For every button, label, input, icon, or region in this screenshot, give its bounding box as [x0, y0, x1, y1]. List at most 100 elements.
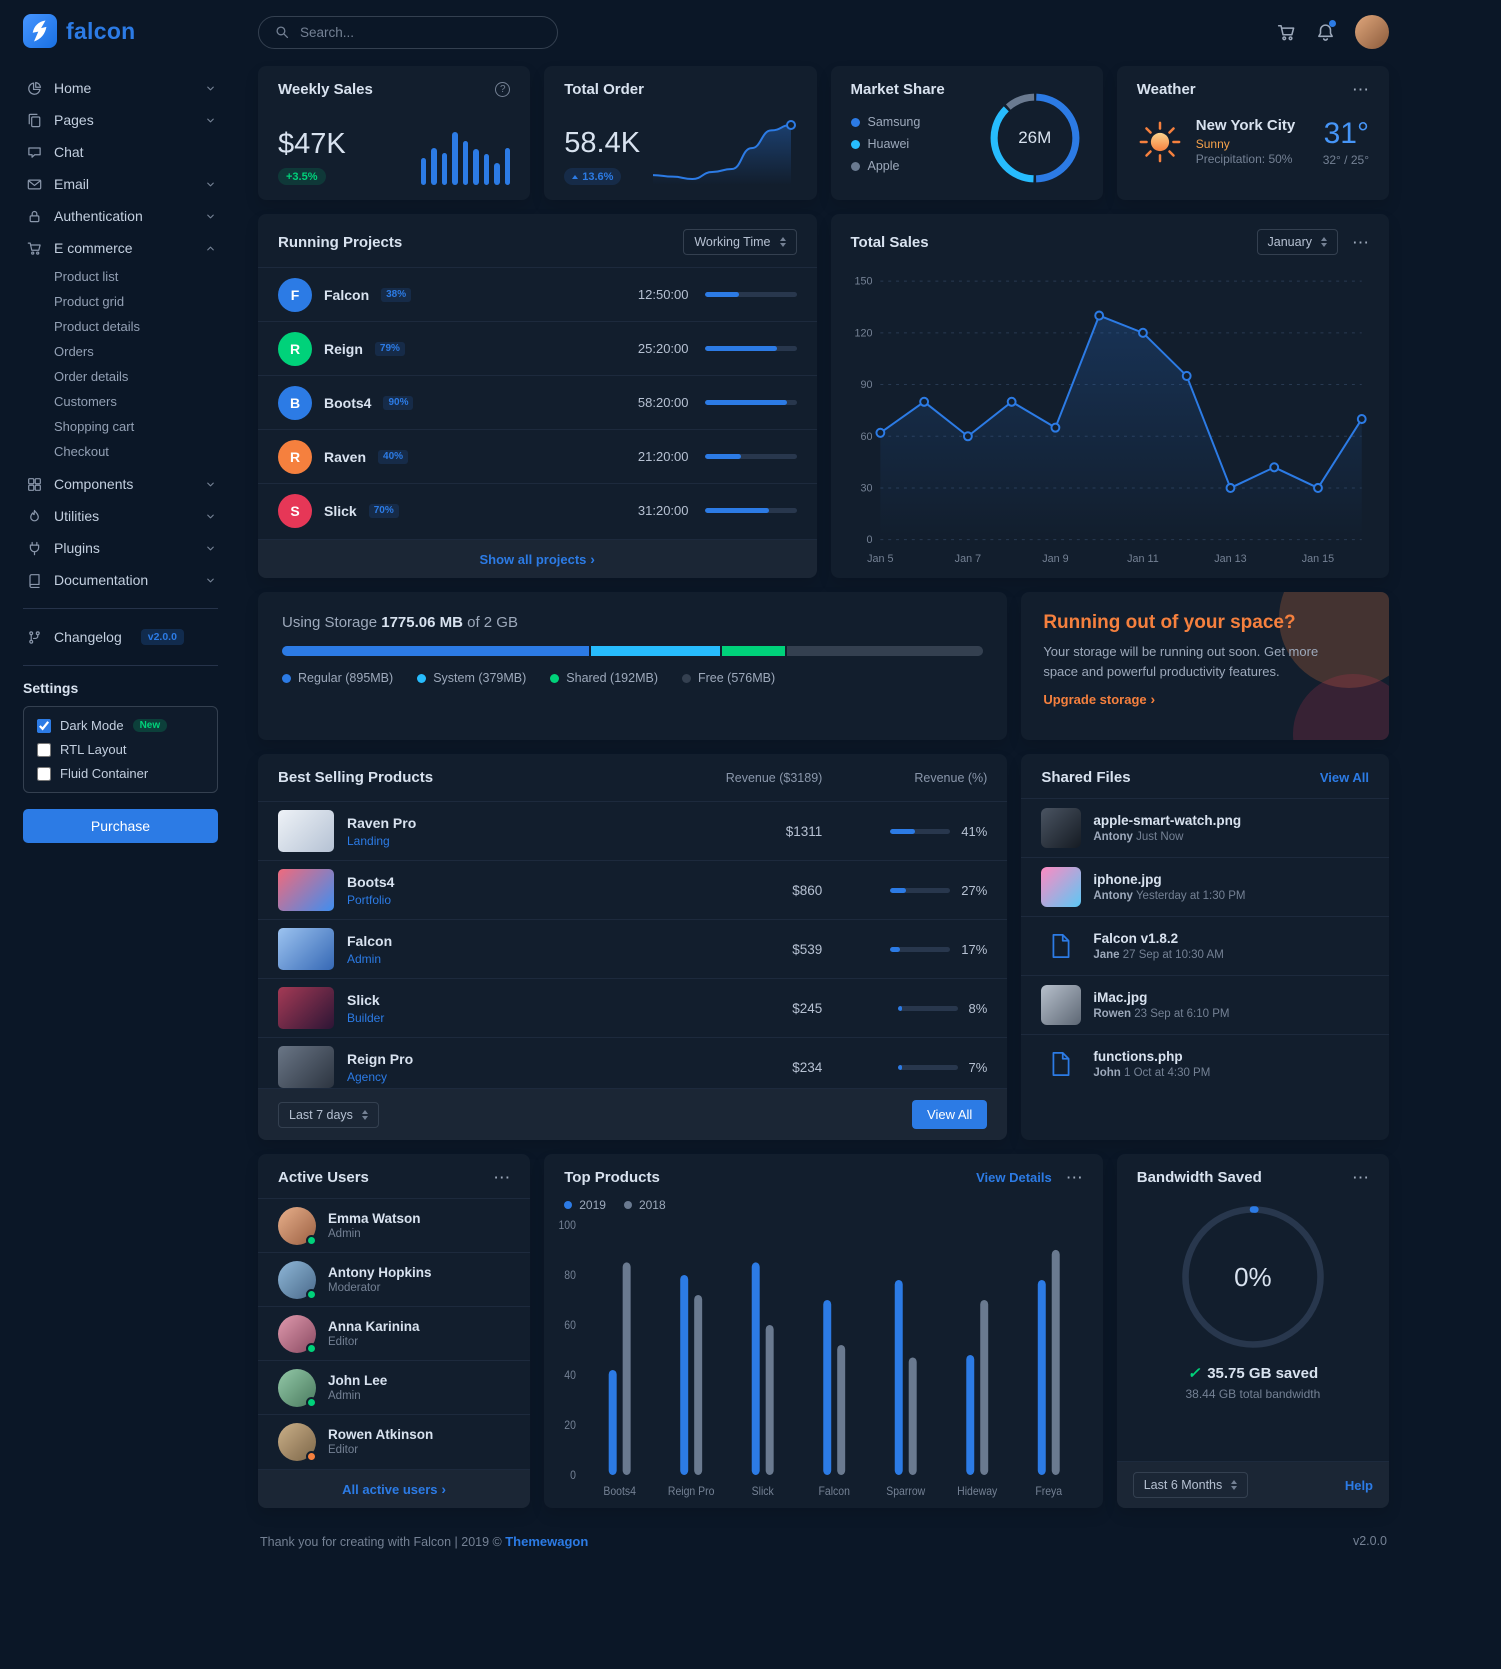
sidebar-divider [23, 665, 218, 666]
sidebar-item[interactable]: Home [23, 72, 218, 104]
envelope-icon [25, 177, 43, 192]
search-box[interactable] [258, 15, 558, 49]
sidebar-item[interactable]: Components [23, 468, 218, 500]
more-icon[interactable] [493, 1169, 510, 1186]
legend-dot [564, 1201, 573, 1209]
user-name-link[interactable]: Antony Hopkins [328, 1265, 432, 1280]
file-row: apple-smart-watch.png Antony Just Now [1021, 799, 1389, 857]
sidebar-item[interactable]: Documentation [23, 564, 218, 596]
file-name-link[interactable]: Falcon v1.8.2 [1093, 931, 1179, 946]
product-category-link[interactable]: Portfolio [347, 892, 392, 907]
sidebar-item[interactable]: Email [23, 168, 218, 200]
project-name-link[interactable]: Falcon [324, 286, 370, 303]
svg-text:20: 20 [565, 1419, 577, 1432]
settings-checkbox[interactable] [37, 742, 51, 757]
product-name-link[interactable]: Reign Pro [347, 1050, 414, 1067]
project-name-link[interactable]: Raven [324, 448, 367, 465]
file-name-link[interactable]: iMac.jpg [1093, 990, 1148, 1005]
project-avatar: B [278, 385, 312, 420]
project-name-link[interactable]: Slick [324, 502, 357, 519]
settings-option[interactable]: Fluid Container [37, 766, 204, 781]
settings-checkbox[interactable] [37, 718, 51, 733]
file-name-link[interactable]: functions.php [1093, 1049, 1183, 1064]
user-name-link[interactable]: Emma Watson [328, 1211, 421, 1226]
sidebar-subitem[interactable]: Product details [54, 319, 140, 334]
sidebar-item[interactable]: Authentication [23, 200, 218, 232]
product-row: Raven Pro Landing $1311 41% [258, 802, 1007, 860]
product-category-link[interactable]: Builder [347, 1010, 385, 1025]
sidebar-item[interactable]: Pages [23, 104, 218, 136]
user-row: John Lee Admin [258, 1360, 531, 1414]
user-name-link[interactable]: Anna Karinina [328, 1319, 420, 1334]
view-all-button[interactable]: View All [912, 1100, 988, 1129]
sidebar-subitem[interactable]: Customers [54, 394, 117, 409]
total-order-change-badge: 13.6% [564, 168, 622, 185]
sidebar-subitem[interactable]: Checkout [54, 444, 109, 459]
banner-title: Running out of your space? [1043, 612, 1296, 633]
project-avatar: R [278, 439, 312, 474]
view-all-link[interactable]: View All [1319, 770, 1369, 785]
sidebar-subitem[interactable]: Product grid [54, 294, 125, 309]
purchase-button[interactable]: Purchase [23, 809, 218, 843]
sidebar-subitem[interactable]: Order details [54, 369, 129, 384]
product-category-link[interactable]: Landing [347, 833, 390, 848]
active-users-card: Active Users Emma Watson Admin [258, 1154, 531, 1508]
file-meta: Antony Yesterday at 1:30 PM [1093, 890, 1246, 902]
product-name-link[interactable]: Slick [347, 991, 380, 1008]
sidebar-subitem[interactable]: Product list [54, 269, 119, 284]
working-time-select[interactable]: Working Time [683, 229, 797, 255]
storage-segment [282, 646, 590, 656]
months-select[interactable]: Last 6 Months [1132, 1472, 1249, 1498]
file-icon [1041, 926, 1081, 966]
weekly-sales-card: Weekly Sales $47K +3.5% [258, 66, 531, 200]
sidebar-item[interactable]: E commerce [23, 232, 218, 264]
sidebar-item[interactable]: Utilities [23, 500, 218, 532]
revenue-percent: 41% [961, 823, 988, 839]
project-name-link[interactable]: Boots4 [324, 394, 372, 411]
sidebar-item-changelog[interactable]: Changelog v2.0.0 [23, 621, 218, 653]
settings-checkbox[interactable] [37, 766, 51, 781]
svg-text:Jan 9: Jan 9 [1042, 553, 1068, 565]
month-select[interactable]: January [1256, 229, 1338, 255]
user-name-link[interactable]: Rowen Atkinson [328, 1427, 434, 1442]
user-row: Anna Karinina Editor [258, 1306, 531, 1360]
more-icon[interactable] [1352, 81, 1369, 98]
all-active-users-link[interactable]: All active users [258, 1469, 531, 1508]
sidebar-item[interactable]: Plugins [23, 532, 218, 564]
bell-icon[interactable] [1316, 19, 1336, 42]
search-input[interactable] [298, 23, 541, 41]
cart-icon[interactable] [1277, 23, 1296, 42]
product-name-link[interactable]: Falcon [347, 932, 393, 949]
file-name-link[interactable]: iphone.jpg [1093, 872, 1162, 887]
product-revenue: $234 [792, 1059, 823, 1075]
sidebar-subitem[interactable]: Shopping cart [54, 419, 135, 434]
product-category-link[interactable]: Agency [347, 1069, 388, 1084]
help-link[interactable]: Help [1344, 1477, 1373, 1493]
show-all-projects-link[interactable]: Show all projects [258, 539, 817, 578]
brand-logo[interactable]: falcon [23, 14, 218, 48]
product-name-link[interactable]: Raven Pro [347, 814, 417, 831]
product-category-link[interactable]: Admin [347, 951, 382, 966]
more-icon[interactable] [1066, 1169, 1083, 1186]
help-icon[interactable] [495, 82, 511, 97]
sidebar-subitem[interactable]: Orders [54, 344, 94, 359]
more-icon[interactable] [1352, 1169, 1369, 1186]
settings-option[interactable]: RTL Layout [37, 742, 204, 757]
sidebar-item[interactable]: Chat [23, 136, 218, 168]
user-name-link[interactable]: John Lee [328, 1373, 388, 1388]
period-select[interactable]: Last 7 days [278, 1101, 379, 1128]
user-avatar[interactable] [1355, 15, 1389, 49]
file-name-link[interactable]: apple-smart-watch.png [1093, 813, 1242, 828]
view-details-link[interactable]: View Details [976, 1170, 1052, 1185]
project-name-link[interactable]: Reign [324, 340, 363, 357]
upgrade-storage-link[interactable]: Upgrade storage [1043, 692, 1155, 707]
themewagon-link[interactable]: Themewagon [505, 1534, 589, 1549]
file-thumbnail [1041, 867, 1082, 907]
product-thumbnail [278, 987, 334, 1029]
settings-option[interactable]: Dark Mode New [37, 718, 204, 733]
chevron-down-icon [205, 179, 216, 190]
more-icon[interactable] [1352, 234, 1369, 251]
product-name-link[interactable]: Boots4 [347, 873, 395, 890]
puzzle-icon [25, 477, 43, 492]
